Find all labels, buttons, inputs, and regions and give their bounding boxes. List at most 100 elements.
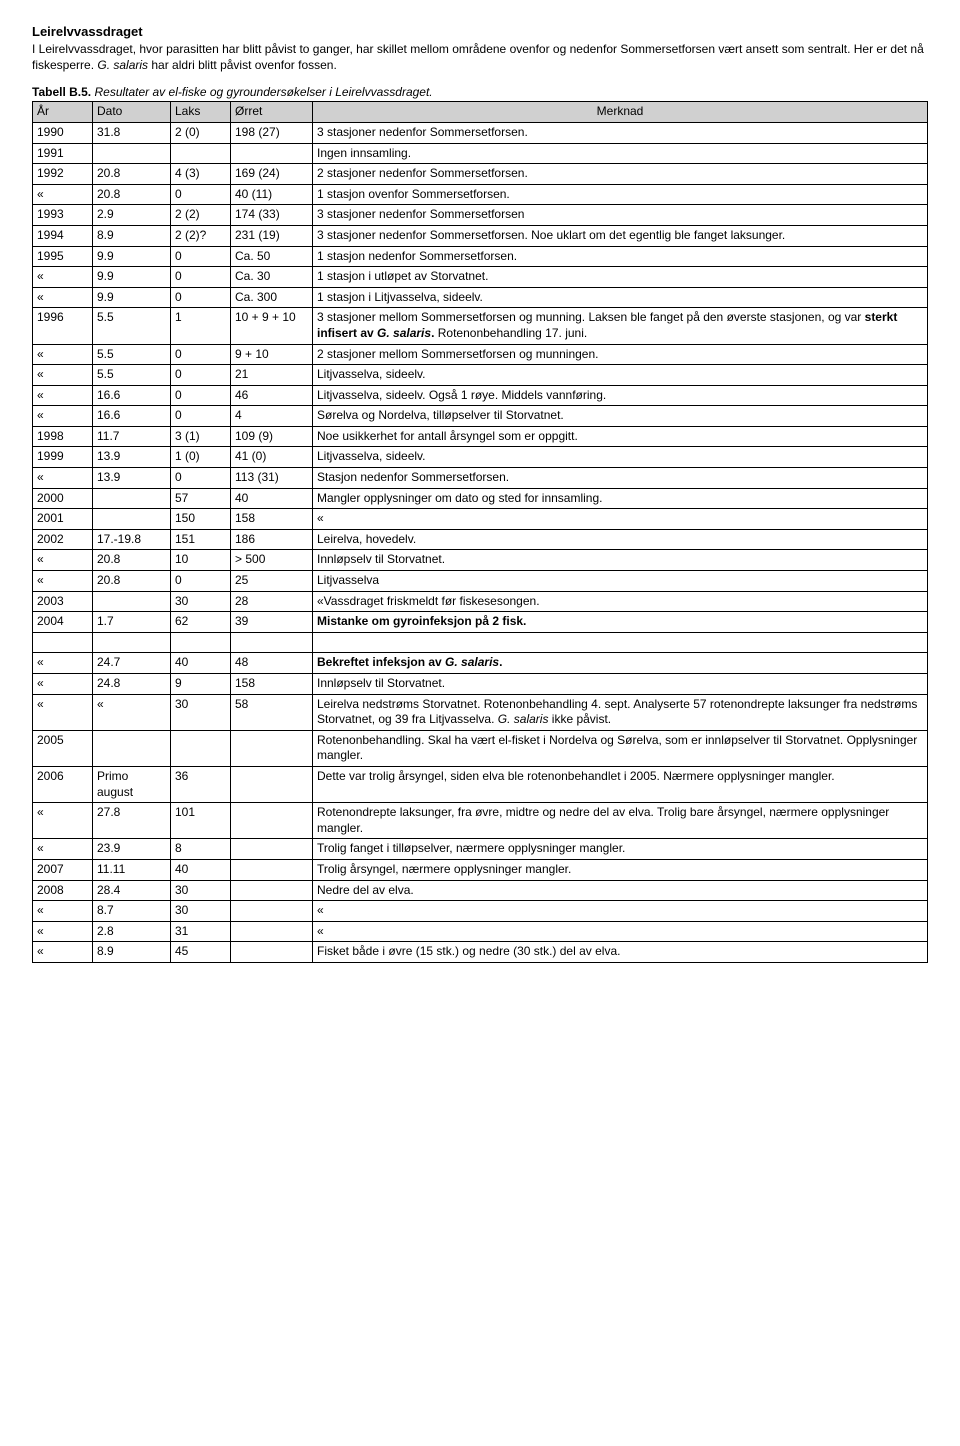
cell-laks: 40: [171, 653, 231, 674]
cell-orret: [231, 766, 313, 802]
cell-ar: 2001: [33, 509, 93, 530]
cell-ar: 2007: [33, 859, 93, 880]
cell-ar: 2003: [33, 591, 93, 612]
cell-merknad: 2 stasjoner mellom Sommersetforsen og mu…: [313, 344, 928, 365]
cell-dato: 16.6: [93, 385, 171, 406]
col-dato: Dato: [93, 102, 171, 123]
cell-laks: 8: [171, 839, 231, 860]
table-row: «9.90Ca. 3001 stasjon i Litjvasselva, si…: [33, 287, 928, 308]
cell-merknad: Fisket både i øvre (15 stk.) og nedre (3…: [313, 942, 928, 963]
table-row: 1991Ingen innsamling.: [33, 143, 928, 164]
cell-merknad: 3 stasjoner nedenfor Sommersetforsen.: [313, 122, 928, 143]
cell-merknad: Mistanke om gyroinfeksjon på 2 fisk.: [313, 612, 928, 633]
cell-ar: «: [33, 921, 93, 942]
cell-laks: 10: [171, 550, 231, 571]
table-row: 200711.1140Trolig årsyngel, nærmere oppl…: [33, 859, 928, 880]
cell-orret: [231, 901, 313, 922]
spacer-row: [33, 632, 928, 653]
table-row: «24.89158Innløpselv til Storvatnet.: [33, 674, 928, 695]
cell-merknad: 1 stasjon ovenfor Sommersetforsen.: [313, 184, 928, 205]
table-row: «8.730«: [33, 901, 928, 922]
table-row: ««3058Leirelva nedstrøms Storvatnet. Rot…: [33, 694, 928, 730]
cell-orret: [231, 859, 313, 880]
cell-laks: 9: [171, 674, 231, 695]
table-row: 199031.82 (0)198 (27)3 stasjoner nedenfo…: [33, 122, 928, 143]
cell-ar: «: [33, 901, 93, 922]
cell-merknad: Noe usikkerhet for antall årsyngel som e…: [313, 426, 928, 447]
cell-laks: 2 (2)?: [171, 225, 231, 246]
cell-ar: 1998: [33, 426, 93, 447]
cell-dato: [93, 488, 171, 509]
cell-merknad: Litjvasselva, sideelv.: [313, 365, 928, 386]
table-row: «9.90Ca. 301 stasjon i utløpet av Storva…: [33, 267, 928, 288]
cell-ar: 1990: [33, 122, 93, 143]
cell-dato: 20.8: [93, 550, 171, 571]
cell-orret: > 500: [231, 550, 313, 571]
cell-orret: 21: [231, 365, 313, 386]
table-row: 20033028«Vassdraget friskmeldt før fiske…: [33, 591, 928, 612]
table-row: «5.5021Litjvasselva, sideelv.: [33, 365, 928, 386]
cell-ar: «: [33, 653, 93, 674]
cell-laks: 2 (0): [171, 122, 231, 143]
cell-orret: 40 (11): [231, 184, 313, 205]
table-row: «27.8101Rotenondrepte laksunger, fra øvr…: [33, 803, 928, 839]
table-head: År Dato Laks Ørret Merknad: [33, 102, 928, 123]
table-row: «16.6046Litjvasselva, sideelv. Også 1 rø…: [33, 385, 928, 406]
cell-laks: 30: [171, 694, 231, 730]
cell-orret: 41 (0): [231, 447, 313, 468]
cell-orret: 10 + 9 + 10: [231, 308, 313, 344]
table-row: «5.509 + 102 stasjoner mellom Sommersetf…: [33, 344, 928, 365]
col-merknad: Merknad: [313, 102, 928, 123]
cell-merknad: Bekreftet infeksjon av G. salaris.: [313, 653, 928, 674]
cell-orret: 169 (24): [231, 164, 313, 185]
cell-ar: «: [33, 674, 93, 695]
cell-laks: 0: [171, 267, 231, 288]
cell-dato: 27.8: [93, 803, 171, 839]
cell-dato: 24.8: [93, 674, 171, 695]
cell-merknad: Dette var trolig årsyngel, siden elva bl…: [313, 766, 928, 802]
cell-dato: 2.8: [93, 921, 171, 942]
cell-laks: 31: [171, 921, 231, 942]
cell-merknad: 3 stasjoner nedenfor Sommersetforsen: [313, 205, 928, 226]
cell-laks: 3 (1): [171, 426, 231, 447]
cell-ar: «: [33, 365, 93, 386]
cell-dato: «: [93, 694, 171, 730]
col-ar: År: [33, 102, 93, 123]
cell-ar: 1999: [33, 447, 93, 468]
cell-dato: 9.9: [93, 267, 171, 288]
cell-laks: 101: [171, 803, 231, 839]
cell-dato: 8.7: [93, 901, 171, 922]
cell-merknad: «Vassdraget friskmeldt før fiskesesongen…: [313, 591, 928, 612]
cell-merknad: Sørelva og Nordelva, tilløpselver til St…: [313, 406, 928, 427]
cell-ar: «: [33, 406, 93, 427]
cell-laks: 2 (2): [171, 205, 231, 226]
table-row: «2.831«: [33, 921, 928, 942]
cell-merknad: «: [313, 509, 928, 530]
cell-dato: 5.5: [93, 308, 171, 344]
cell-dato: 28.4: [93, 880, 171, 901]
table-row: «20.810> 500Innløpselv til Storvatnet.: [33, 550, 928, 571]
cell-dato: 24.7: [93, 653, 171, 674]
cell-dato: 31.8: [93, 122, 171, 143]
cell-ar: «: [33, 267, 93, 288]
cell-dato: [93, 730, 171, 766]
cell-orret: [231, 839, 313, 860]
cell-orret: Ca. 300: [231, 287, 313, 308]
cell-laks: 0: [171, 406, 231, 427]
cell-orret: [231, 942, 313, 963]
cell-laks: 45: [171, 942, 231, 963]
cell-ar: «: [33, 694, 93, 730]
table-row: 19932.92 (2)174 (33)3 stasjoner nedenfor…: [33, 205, 928, 226]
table-row: 200828.430Nedre del av elva.: [33, 880, 928, 901]
cell-dato: 9.9: [93, 287, 171, 308]
table-row: «24.74048Bekreftet infeksjon av G. salar…: [33, 653, 928, 674]
cell-orret: 198 (27): [231, 122, 313, 143]
cell-dato: 20.8: [93, 571, 171, 592]
cell-laks: 0: [171, 385, 231, 406]
cell-laks: 0: [171, 246, 231, 267]
cell-merknad: Rotenondrepte laksunger, fra øvre, midtr…: [313, 803, 928, 839]
cell-laks: 0: [171, 184, 231, 205]
cell-merknad: «: [313, 901, 928, 922]
table-row: 2006Primo august36Dette var trolig årsyn…: [33, 766, 928, 802]
cell-laks: 30: [171, 901, 231, 922]
